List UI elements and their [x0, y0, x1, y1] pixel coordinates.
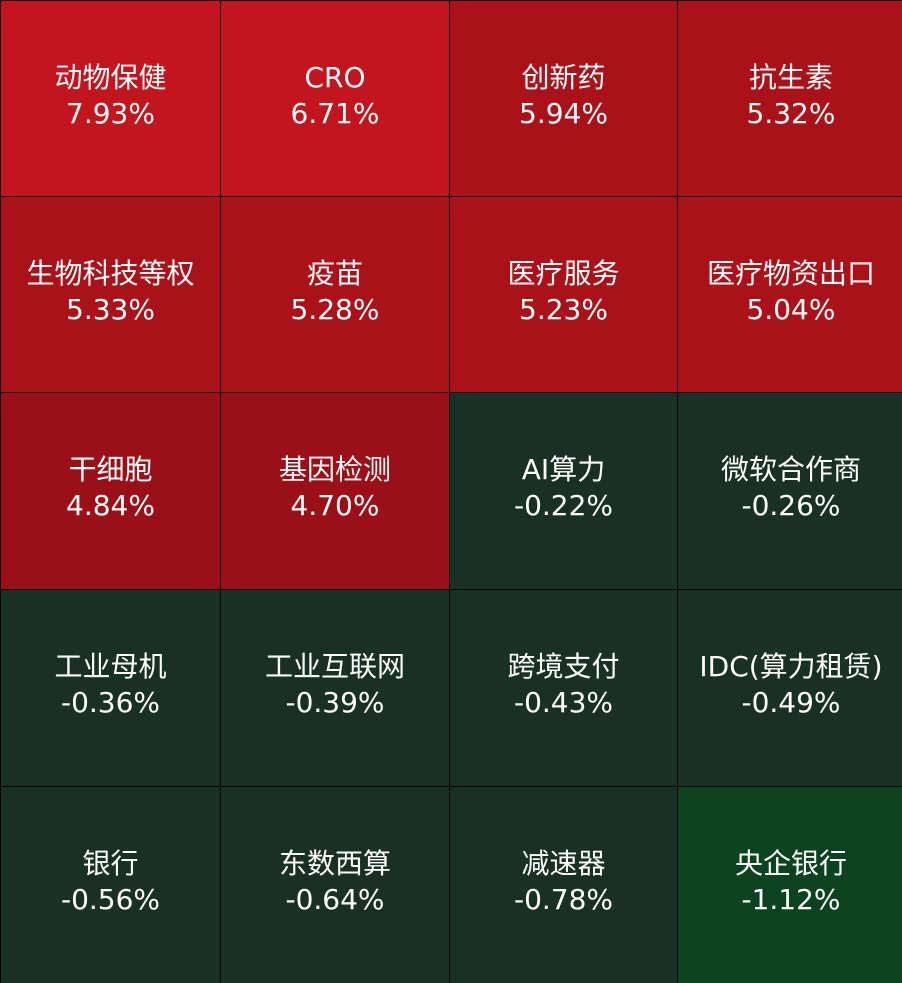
cell-name: 东数西算 [278, 847, 391, 880]
heatmap-cell-16[interactable]: 银行 -0.56% [1, 787, 220, 983]
cell-value: -0.26% [741, 489, 841, 522]
cell-value: 5.94% [519, 96, 608, 130]
cell-value: 6.71% [290, 96, 380, 130]
cell-value: 7.93% [66, 96, 155, 130]
heatmap-cell-14[interactable]: 跨境支付 -0.43% [450, 590, 677, 786]
cell-name: 工业母机 [54, 650, 167, 683]
cell-name: 微软合作商 [720, 453, 861, 486]
cell-value: 5.33% [66, 292, 155, 326]
heatmap-cell-2[interactable]: 创新药 5.94% [450, 1, 677, 196]
cell-value: 5.23% [519, 292, 608, 326]
cell-name: 干细胞 [68, 453, 153, 486]
cell-name: 跨境支付 [507, 650, 620, 683]
cell-value: 4.70% [290, 489, 380, 522]
cell-name: 基因检测 [278, 453, 391, 486]
heatmap-cell-18[interactable]: 减速器 -0.78% [450, 787, 677, 983]
cell-value: 4.84% [66, 489, 155, 522]
heatmap-cell-0[interactable]: 动物保健 7.93% [1, 1, 220, 196]
cell-value: -0.22% [513, 489, 614, 522]
heatmap-cell-7[interactable]: 医疗物资出口 5.04% [678, 197, 902, 392]
cell-value: -0.36% [60, 686, 161, 719]
heatmap-cell-10[interactable]: AI算力 -0.22% [450, 393, 677, 589]
cell-name: 生物科技等权 [26, 256, 195, 290]
cell-name: AI算力 [521, 453, 606, 486]
heatmap-cell-1[interactable]: CRO 6.71% [221, 1, 449, 196]
cell-name: 医疗物资出口 [706, 256, 875, 290]
cell-value: -0.56% [60, 883, 161, 916]
cell-name: 央企银行 [734, 847, 847, 880]
heatmap-cell-4[interactable]: 生物科技等权 5.33% [1, 197, 220, 392]
heatmap-cell-8[interactable]: 干细胞 4.84% [1, 393, 220, 589]
cell-name: 减速器 [521, 847, 606, 880]
heatmap-cell-11[interactable]: 微软合作商 -0.26% [678, 393, 902, 589]
cell-value: -0.78% [513, 883, 614, 916]
cell-name: IDC(算力租赁) [699, 650, 883, 683]
cell-name: 创新药 [521, 60, 606, 94]
heatmap-cell-13[interactable]: 工业互联网 -0.39% [221, 590, 449, 786]
heatmap-cell-9[interactable]: 基因检测 4.70% [221, 393, 449, 589]
cell-name: 工业互联网 [264, 650, 405, 683]
heatmap-cell-6[interactable]: 医疗服务 5.23% [450, 197, 677, 392]
cell-name: CRO [304, 60, 366, 94]
heatmap-cell-19[interactable]: 央企银行 -1.12% [678, 787, 902, 983]
heatmap-cell-12[interactable]: 工业母机 -0.36% [1, 590, 220, 786]
heatmap-cell-5[interactable]: 疫苗 5.28% [221, 197, 449, 392]
cell-value: -0.43% [513, 686, 614, 719]
cell-value: -0.39% [285, 686, 385, 719]
cell-name: 疫苗 [306, 256, 363, 290]
cell-name: 动物保健 [54, 60, 167, 94]
cell-value: 5.28% [290, 292, 380, 326]
cell-value: -0.49% [741, 686, 841, 719]
cell-name: 抗生素 [748, 60, 833, 94]
heatmap-cell-15[interactable]: IDC(算力租赁) -0.49% [678, 590, 902, 786]
cell-name: 银行 [82, 847, 139, 880]
cell-value: 5.04% [746, 292, 836, 326]
cell-value: -0.64% [285, 883, 385, 916]
cell-value: 5.32% [746, 96, 836, 130]
cell-value: -1.12% [741, 883, 841, 916]
heatmap-cell-3[interactable]: 抗生素 5.32% [678, 1, 902, 196]
cell-name: 医疗服务 [507, 256, 620, 290]
heatmap-cell-17[interactable]: 东数西算 -0.64% [221, 787, 449, 983]
